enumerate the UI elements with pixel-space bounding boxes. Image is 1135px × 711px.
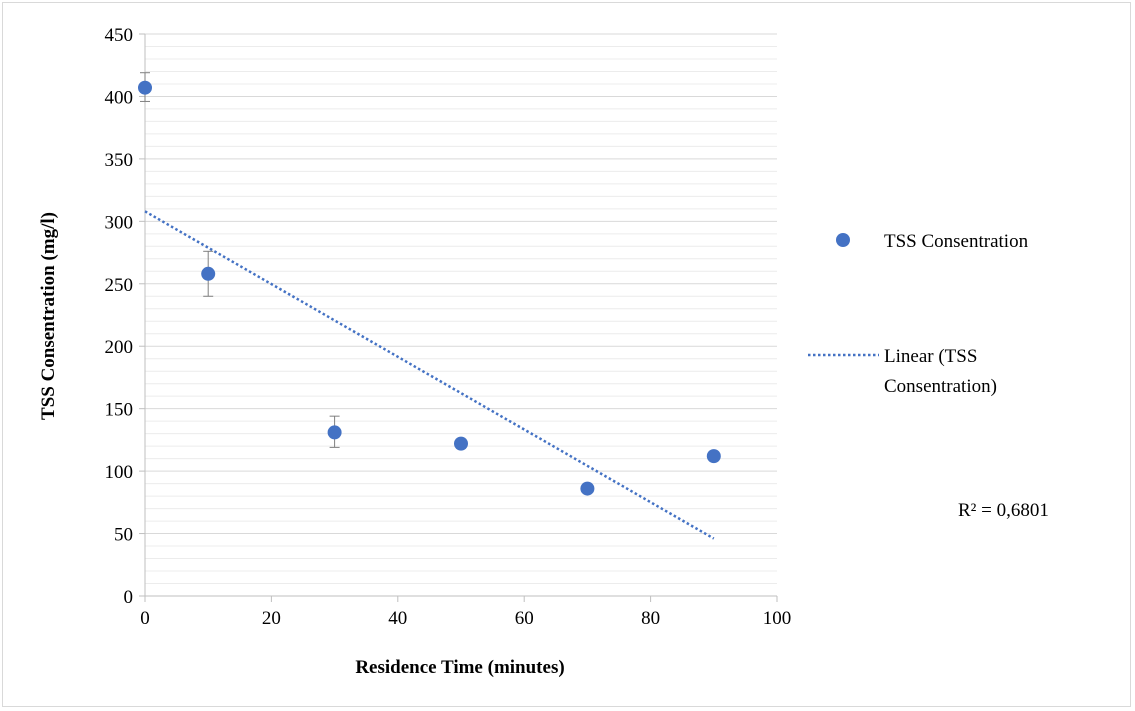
x-tick-label: 100 [763, 608, 792, 629]
x-tick-label: 60 [515, 608, 534, 629]
trendline-layer [144, 210, 715, 540]
legend-label-tss: TSS Consentration [884, 231, 1029, 252]
legend-label-trendline-1: Linear (TSS [884, 346, 977, 367]
y-tick-label: 50 [114, 525, 133, 546]
data-point [580, 481, 595, 496]
r-squared-label: R² = 0,6801 [958, 500, 1049, 521]
y-tick-label: 350 [105, 150, 134, 171]
y-tick-label: 100 [105, 462, 134, 483]
legend-marker-tss [836, 233, 850, 247]
y-tick-label: 250 [105, 275, 134, 296]
x-tick-labels: 0 20 40 60 80 100 [140, 596, 791, 629]
data-point [327, 425, 342, 440]
x-tick-label: 40 [388, 608, 407, 629]
x-tick-label: 0 [140, 608, 150, 629]
y-tick-label: 300 [105, 212, 134, 233]
y-tick-label: 0 [124, 587, 134, 608]
grid [145, 33, 777, 585]
y-tick-label: 200 [105, 337, 134, 358]
y-tick-labels: 0 50 100 150 200 250 300 350 400 450 [105, 25, 145, 608]
x-tick-label: 80 [641, 608, 660, 629]
legend-label-trendline-2: Consentration) [884, 376, 997, 397]
y-tick-label: 450 [105, 25, 134, 46]
trendline [144, 210, 715, 540]
y-axis-title: TSS Consentration (mg/l) [38, 212, 59, 420]
legend: TSS Consentration Linear (TSS Consentrat… [808, 231, 1029, 397]
data-point [454, 436, 468, 451]
axes [144, 34, 777, 597]
data-point [201, 266, 216, 281]
data-point [706, 449, 721, 464]
data-points [138, 80, 721, 496]
data-point [138, 80, 152, 95]
y-tick-label: 150 [105, 400, 134, 421]
x-axis-title: Residence Time (minutes) [355, 657, 564, 678]
error-bars [140, 72, 340, 448]
y-tick-label: 400 [105, 87, 134, 108]
x-tick-label: 20 [262, 608, 281, 629]
